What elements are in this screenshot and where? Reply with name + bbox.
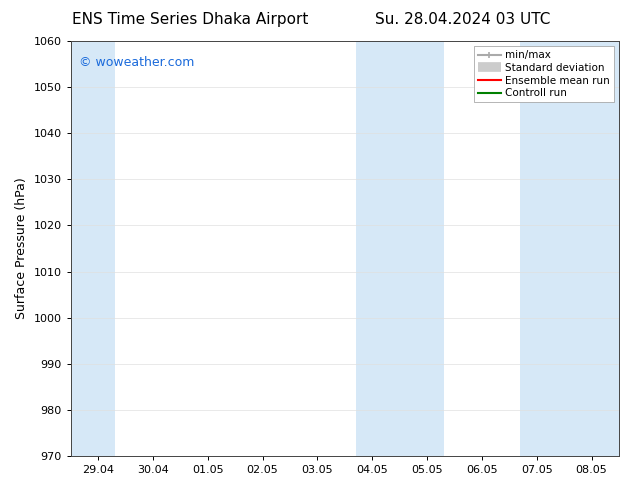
Text: Su. 28.04.2024 03 UTC: Su. 28.04.2024 03 UTC: [375, 12, 550, 27]
Bar: [521, 41, 619, 456]
Bar: [71, 41, 115, 456]
Text: © woweather.com: © woweather.com: [79, 55, 194, 69]
Bar: [356, 41, 444, 456]
Y-axis label: Surface Pressure (hPa): Surface Pressure (hPa): [15, 178, 28, 319]
Legend: min/max, Standard deviation, Ensemble mean run, Controll run: min/max, Standard deviation, Ensemble me…: [474, 46, 614, 102]
Text: ENS Time Series Dhaka Airport: ENS Time Series Dhaka Airport: [72, 12, 308, 27]
